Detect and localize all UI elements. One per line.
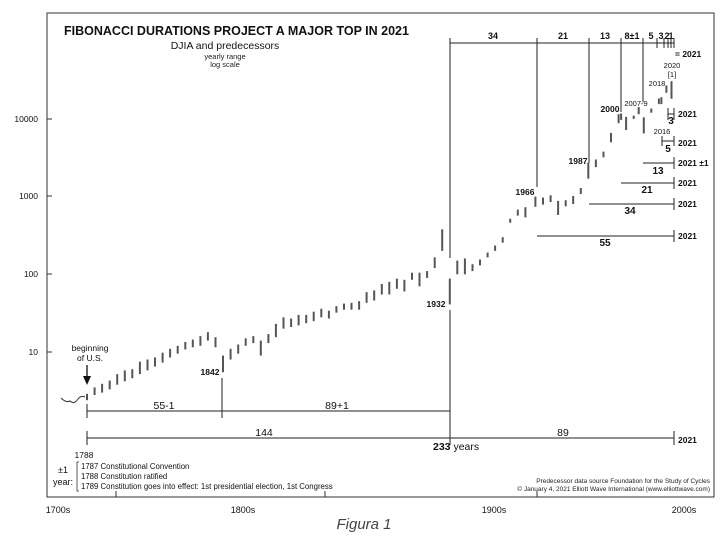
figure-caption: Figura 1 (336, 516, 392, 533)
y-tick-label: 100 (24, 269, 38, 279)
right-spans (537, 108, 675, 242)
footnote-1: 1787 Constitutional Convention (81, 462, 189, 471)
right-span-3-end: 2021 (678, 109, 697, 119)
year-2000: 2000 (601, 104, 620, 114)
right-span-13-label: 13 (652, 166, 664, 177)
top-span-21: 21 (558, 31, 568, 41)
year-2016: 2016 (654, 127, 671, 136)
bottom-span-end: 2021 (678, 435, 697, 445)
span-233-label: 233 years (433, 441, 479, 453)
source-line-2: © January 4, 2021 Elliott Wave Internati… (517, 485, 710, 493)
y-tick-label: 10000 (14, 114, 38, 124)
price-bars (86, 81, 673, 401)
x-tick-label: 1700s (46, 505, 71, 515)
top-span-3: 3 (658, 31, 663, 41)
year-1966: 1966 (516, 187, 535, 197)
span-233-number: 233 (433, 441, 451, 453)
right-span-3-label: 3 (668, 116, 674, 127)
footnote-2: 1788 Constitution ratified (81, 472, 167, 481)
right-span-labels: 3 5 13 21 34 55 2021 2021 2021 ±1 2021 2… (599, 109, 708, 249)
top-span-13: 13 (600, 31, 610, 41)
bottom-span-labels: 55-1 89+1 144 89 (153, 400, 569, 439)
bottom-spans (86, 404, 675, 445)
year-1932: 1932 (427, 299, 446, 309)
span-55-label: 55-1 (153, 400, 174, 412)
right-span-5-end: 2021 (678, 138, 697, 148)
x-ticks (115, 491, 538, 497)
top-span-end: = 2021 (675, 49, 702, 59)
year-1788: 1788 (75, 450, 94, 460)
right-span-21-end: 2021 (678, 178, 697, 188)
y-tick-label: 10 (29, 347, 39, 357)
right-span-13-end: 2021 ±1 (678, 158, 709, 168)
footnote-pm: ±1 (58, 465, 68, 475)
footnote-bracket (76, 461, 79, 492)
chart-frame (46, 12, 715, 498)
year-annotations: 1842 1932 1966 1987 2000 2007-9 2016 201… (201, 61, 681, 377)
right-span-5-label: 5 (665, 144, 671, 155)
right-span-34-label: 34 (624, 206, 636, 217)
footnotes: ±1 year: 1787 Constitutional Convention … (53, 462, 333, 491)
top-span-8: 8±1 (625, 31, 640, 41)
chart-subtitle-scale: log scale (210, 60, 240, 69)
chart-subtitle-range: yearly range (204, 52, 245, 61)
year-1987: 1987 (569, 156, 588, 166)
x-tick-label: 1900s (482, 505, 507, 515)
y-tick-labels: 10 100 1000 10000 (14, 114, 38, 357)
x-tick-label: 2000s (672, 505, 697, 515)
top-spans (450, 38, 675, 48)
year-2018: 2018 (649, 79, 666, 88)
year-2020-note: [1] (668, 70, 676, 79)
y-tick-label: 1000 (19, 191, 38, 201)
beginning-label-2: of U.S. (77, 353, 103, 363)
chart-subtitle: DJIA and predecessors (171, 40, 280, 52)
source-line-1: Predecessor data source Foundation for t… (536, 478, 711, 485)
x-tick-label: 1800s (231, 505, 256, 515)
top-span-5: 5 (648, 31, 653, 41)
top-span-1: 1 (668, 31, 673, 41)
year-2007-9: 2007-9 (624, 99, 647, 108)
footnote-3: 1789 Constitution goes into effect: 1st … (81, 482, 333, 491)
span-89b-label: 89 (557, 427, 569, 439)
beginning-arrow-head (83, 376, 91, 385)
right-span-55-end: 2021 (678, 231, 697, 241)
pre-1788-line (60, 395, 86, 404)
span-233-unit: years (451, 441, 480, 453)
span-144-label: 144 (255, 427, 273, 439)
footnote-year: year: (53, 477, 73, 487)
y-ticks (47, 118, 52, 353)
top-span-2: 2 (664, 31, 669, 41)
span-89a-label: 89+1 (325, 400, 349, 412)
top-span-labels: 34 21 13 8±1 5 3 2 1 (488, 31, 674, 41)
right-span-34-end: 2021 (678, 199, 697, 209)
chart-title: FIBONACCI DURATIONS PROJECT A MAJOR TOP … (64, 24, 409, 38)
vertical-markers (221, 38, 644, 445)
year-1842: 1842 (201, 367, 220, 377)
year-2020: 2020 (664, 61, 681, 70)
top-span-34: 34 (488, 31, 498, 41)
right-span-55-label: 55 (599, 238, 611, 249)
right-span-21-label: 21 (641, 185, 653, 196)
x-tick-labels: 1700s 1800s 1900s 2000s (46, 505, 697, 515)
beginning-label-1: beginning (72, 343, 109, 353)
source: Predecessor data source Foundation for t… (517, 478, 711, 493)
